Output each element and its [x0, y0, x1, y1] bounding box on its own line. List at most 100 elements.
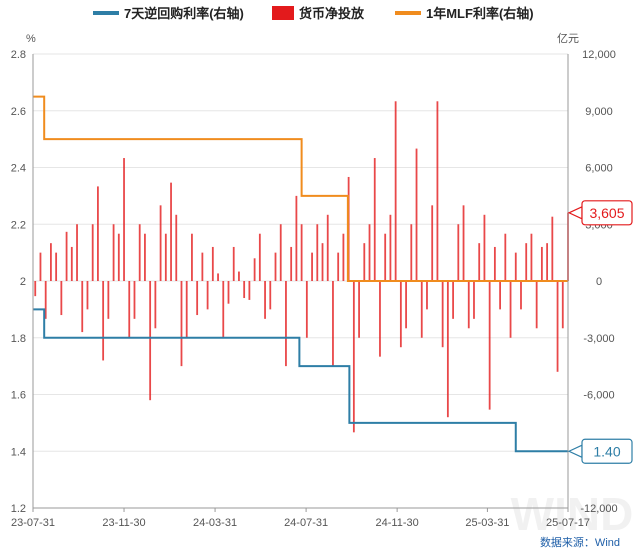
- net-injection-bar: [467, 281, 470, 329]
- net-injection-bar: [535, 281, 538, 329]
- net-injection-bar: [264, 281, 266, 319]
- legend-swatch-reverse_repo: [93, 11, 119, 15]
- net-injection-bar: [373, 158, 376, 281]
- net-injection-bar: [504, 233, 507, 281]
- net-injection-bar: [285, 281, 287, 367]
- legend-label-net_injection: 货币净投放: [299, 6, 365, 21]
- right-tick-label: 9,000: [585, 106, 613, 118]
- rate-lines: [33, 95, 568, 453]
- net-injection-bar: [379, 281, 381, 357]
- legend-label-reverse_repo: 7天逆回购利率(右轴): [124, 6, 244, 21]
- net-injection-bar: [499, 281, 501, 310]
- callout-box-reverse_repo: [581, 438, 633, 464]
- net-injection-bar: [279, 224, 282, 281]
- callout-pointer-reverse_repo: [567, 444, 583, 459]
- left-tick-label: 2: [20, 276, 26, 288]
- net-injection-bar: [441, 281, 444, 348]
- net-injection-bar: [457, 224, 460, 281]
- net-injection-bar: [128, 281, 131, 338]
- net-injection-bar: [154, 281, 157, 329]
- net-injection-bar: [300, 224, 303, 281]
- left-axis-unit: %: [26, 33, 36, 45]
- net-injection-bar: [509, 281, 512, 338]
- net-injection-bar: [222, 281, 225, 338]
- reverse-repo-rate-line: [33, 308, 568, 453]
- net-injection-bar: [561, 281, 564, 329]
- net-injection-bar: [159, 205, 162, 281]
- net-injection-bar: [170, 182, 172, 281]
- left-tick-label: 2.4: [11, 163, 26, 175]
- net-injection-bar: [452, 281, 454, 319]
- net-injection-bar: [546, 243, 549, 281]
- left-tick-label: 2.6: [11, 106, 26, 118]
- x-tick-label: 23-11-30: [102, 517, 145, 529]
- net-injection-bar: [363, 243, 366, 281]
- net-injection-bar: [384, 233, 387, 281]
- net-injection-bar: [337, 252, 340, 281]
- net-injection-bar: [295, 195, 298, 281]
- net-injection-bar: [123, 158, 125, 281]
- net-injection-bar: [399, 281, 402, 348]
- chart-legend: 7天逆回购利率(右轴) 货币净投放 1年MLF利率(右轴): [93, 6, 534, 21]
- net-injection-bar: [540, 246, 543, 281]
- right-tick-label: -6,000: [583, 390, 614, 402]
- net-injection-bar: [50, 243, 52, 281]
- chart-axes: 1.21.41.61.822.22.42.62.8-12,000-9,000-6…: [11, 49, 618, 529]
- net-injection-bar: [420, 281, 423, 338]
- net-injection-bar: [326, 214, 329, 281]
- left-tick-label: 1.2: [11, 503, 26, 515]
- net-injection-bar: [274, 252, 277, 281]
- net-injection-bars: [34, 101, 569, 433]
- net-injection-bar: [253, 258, 256, 281]
- net-injection-bar: [243, 281, 246, 299]
- net-injection-bar: [191, 233, 193, 281]
- left-tick-label: 1.4: [11, 446, 26, 458]
- net-injection-bar: [426, 281, 428, 310]
- net-injection-bar: [431, 205, 434, 281]
- x-tick-label: 24-11-30: [376, 517, 419, 529]
- net-injection-bar: [290, 246, 293, 281]
- net-injection-bar: [410, 224, 413, 281]
- mlf-rate-line: [33, 95, 568, 282]
- net-injection-bar: [473, 281, 475, 319]
- net-injection-bar: [520, 281, 522, 310]
- right-tick-label: -12,000: [580, 503, 617, 515]
- net-injection-bar: [86, 281, 89, 310]
- net-injection-bar: [91, 224, 94, 281]
- net-injection-bar: [514, 252, 517, 281]
- left-tick-label: 1.8: [11, 333, 26, 345]
- net-injection-bar: [70, 246, 73, 281]
- net-injection-bar: [102, 281, 105, 361]
- net-injection-bar: [405, 281, 407, 329]
- data-source: 数据来源：Wind: [540, 535, 620, 549]
- left-tick-label: 2.8: [11, 49, 26, 61]
- net-injection-bar: [60, 281, 63, 316]
- net-injection-bar: [217, 273, 219, 281]
- net-injection-bar: [112, 224, 115, 281]
- x-tick-label: 24-07-31: [284, 517, 328, 529]
- net-injection-bar: [206, 281, 209, 310]
- net-injection-bar: [342, 233, 345, 281]
- legend-label-mlf: 1年MLF利率(右轴): [426, 6, 534, 21]
- net-injection-bar: [415, 148, 418, 281]
- net-injection-bar: [394, 101, 397, 282]
- net-injection-bar: [76, 224, 78, 281]
- net-injection-bar: [55, 252, 58, 281]
- net-injection-bar: [248, 281, 251, 300]
- net-injection-bar: [196, 281, 199, 316]
- net-injection-bar: [34, 281, 37, 297]
- callout-label-reverse_repo: 1.40: [593, 443, 620, 459]
- net-injection-bar: [556, 281, 559, 372]
- x-tick-label: 24-03-31: [193, 517, 237, 529]
- value-callouts: 3,605 1.40: [567, 200, 633, 464]
- x-tick-label: 25-03-31: [465, 517, 509, 529]
- net-injection-bar: [258, 233, 261, 281]
- right-tick-label: 0: [596, 276, 602, 288]
- net-injection-bar: [305, 281, 308, 338]
- net-injection-bar: [144, 233, 146, 281]
- callout-label-net_injection: 3,605: [589, 205, 624, 221]
- net-injection-bar: [164, 233, 167, 281]
- net-injection-bar: [358, 281, 360, 338]
- net-injection-bar: [117, 233, 120, 281]
